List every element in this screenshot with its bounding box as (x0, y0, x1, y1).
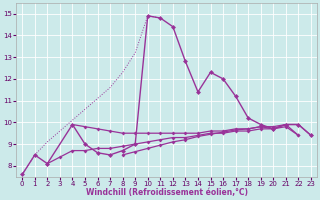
X-axis label: Windchill (Refroidissement éolien,°C): Windchill (Refroidissement éolien,°C) (85, 188, 248, 197)
